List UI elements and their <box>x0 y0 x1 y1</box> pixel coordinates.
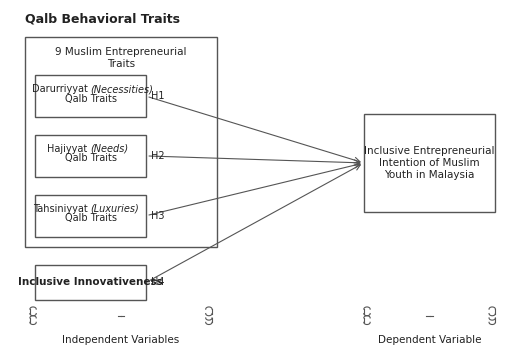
Text: Dependent Variable: Dependent Variable <box>378 335 481 345</box>
Text: Independent Variables: Independent Variables <box>63 335 179 345</box>
Text: H1: H1 <box>151 91 165 101</box>
Text: H3: H3 <box>151 211 165 221</box>
Text: Tahsiniyyat: Tahsiniyyat <box>33 204 90 213</box>
FancyBboxPatch shape <box>364 114 495 212</box>
Text: Darurriyyat: Darurriyyat <box>32 84 90 94</box>
Text: H2: H2 <box>151 151 165 161</box>
FancyBboxPatch shape <box>25 36 217 247</box>
FancyBboxPatch shape <box>35 265 146 300</box>
Text: Inclusive Innovativeness: Inclusive Innovativeness <box>18 278 163 287</box>
FancyBboxPatch shape <box>35 195 146 237</box>
Text: Qalb Traits: Qalb Traits <box>65 94 117 104</box>
Text: (Needs): (Needs) <box>90 144 129 154</box>
FancyBboxPatch shape <box>35 75 146 117</box>
Text: Qalb Traits: Qalb Traits <box>65 213 117 223</box>
Text: (Luxuries): (Luxuries) <box>90 204 140 213</box>
Text: Qalb Behavioral Traits: Qalb Behavioral Traits <box>25 13 180 26</box>
Text: Hajiyyat: Hajiyyat <box>47 144 90 154</box>
Text: (Necessities): (Necessities) <box>90 84 154 94</box>
Text: H4: H4 <box>151 278 165 287</box>
Text: 9 Muslim Entrepreneurial
Traits: 9 Muslim Entrepreneurial Traits <box>55 47 187 69</box>
Text: Qalb Traits: Qalb Traits <box>65 153 117 164</box>
FancyBboxPatch shape <box>35 135 146 177</box>
Text: Inclusive Entrepreneurial
Intention of Muslim
Youth in Malaysia: Inclusive Entrepreneurial Intention of M… <box>364 146 495 179</box>
